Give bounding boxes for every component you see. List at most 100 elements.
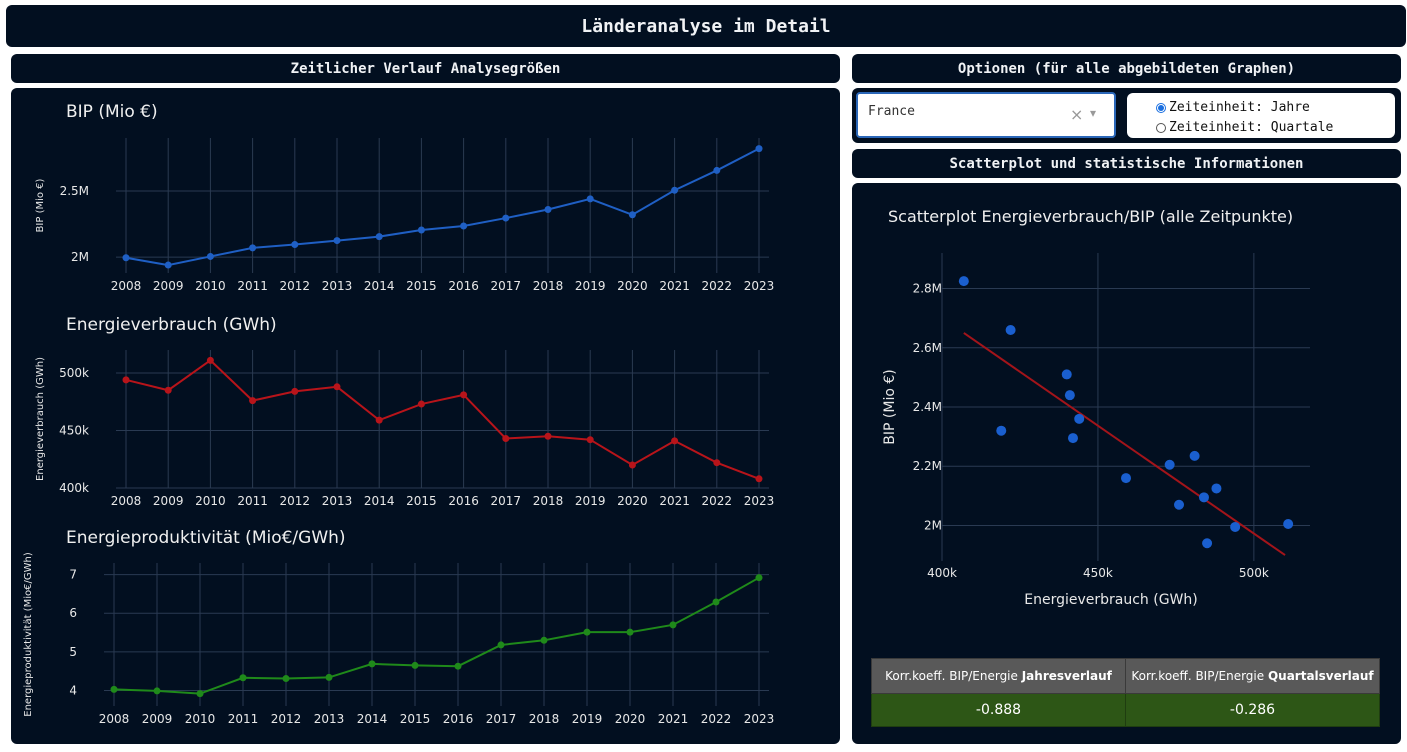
country-dropdown[interactable]: France × ▾ [856, 92, 1116, 138]
productivity-x-tick-label: 2019 [572, 712, 603, 726]
bip-x-tick-label: 2018 [533, 279, 564, 293]
scatter-x-tick-label: 450k [1083, 566, 1113, 580]
bip-x-tick-label: 2023 [744, 279, 775, 293]
productivity-data-point [583, 628, 591, 636]
energy-y-tick-label: 500k [59, 366, 89, 380]
bip-x-tick-label: 2016 [448, 279, 479, 293]
productivity-data-point [669, 621, 677, 629]
productivity-data-point [196, 690, 204, 698]
energy-data-point [713, 459, 721, 467]
scatter-chart-title: Scatterplot Energieverbrauch/BIP (alle Z… [888, 207, 1294, 226]
header-prefix: Korr.koeff. BIP/Energie [885, 669, 1022, 683]
table-row: -0.888 -0.286 [871, 693, 1380, 727]
bip-x-tick-label: 2012 [280, 279, 311, 293]
productivity-data-point [368, 660, 376, 668]
energy-x-tick-label: 2023 [744, 494, 775, 508]
radio-option-years[interactable]: Zeiteinheit: Jahre [1156, 100, 1310, 115]
productivity-data-point [497, 641, 505, 649]
bip-y-tick-label: 2.5M [60, 184, 89, 198]
table-header-quarterly: Korr.koeff. BIP/Energie Quartalsverlauf [1125, 658, 1380, 694]
energy-x-tick-label: 2012 [280, 494, 311, 508]
scatter-point [996, 425, 1007, 436]
bip-x-tick-label: 2017 [491, 279, 522, 293]
productivity-data-point [626, 628, 634, 636]
correlation-table: Korr.koeff. BIP/Energie Jahresverlauf Ko… [871, 658, 1380, 727]
bip-data-point [502, 214, 510, 222]
quarterly-correlation-value: -0.286 [1125, 693, 1380, 727]
scatter-x-tick-label: 500k [1239, 566, 1269, 580]
bip-data-point [291, 241, 299, 249]
scatter-point [1064, 390, 1075, 401]
energy-data-point [333, 383, 341, 391]
radio-button-years[interactable] [1156, 102, 1166, 113]
productivity-x-tick-label: 2023 [744, 712, 775, 726]
productivity-x-tick-label: 2018 [529, 712, 560, 726]
productivity-x-tick-label: 2017 [486, 712, 517, 726]
energy-x-tick-label: 2018 [533, 494, 564, 508]
time-series-panel: BIP (Mio €) Energieverbrauch (GWh) Energ… [11, 88, 840, 744]
productivity-x-tick-label: 2014 [357, 712, 388, 726]
energy-data-point [460, 391, 468, 399]
scatter-panel: Scatterplot Energieverbrauch/BIP (alle Z… [852, 183, 1401, 744]
productivity-x-tick-label: 2011 [228, 712, 259, 726]
productivity-data-point [282, 675, 290, 683]
energy-chart-title: Energieverbrauch (GWh) [66, 315, 277, 335]
productivity-data-point [540, 636, 548, 644]
productivity-y-tick-label: 4 [69, 684, 77, 698]
bip-data-point [628, 211, 636, 219]
scatter-x-axis-label: Energieverbrauch (GWh) [1024, 592, 1198, 608]
scatter-point [1189, 450, 1200, 461]
page-title: Länderanalyse im Detail [6, 5, 1406, 47]
table-header-annual: Korr.koeff. BIP/Energie Jahresverlauf [871, 658, 1126, 694]
country-dropdown-value: France [868, 104, 915, 119]
energy-x-tick-label: 2011 [237, 494, 268, 508]
energy-data-point [375, 416, 383, 424]
bip-x-tick-label: 2014 [364, 279, 395, 293]
chevron-down-icon[interactable]: ▾ [1090, 106, 1097, 120]
productivity-data-point [239, 674, 247, 682]
radio-label-quarters[interactable]: Zeiteinheit: Quartale [1169, 120, 1334, 135]
productivity-y-tick-label: 6 [69, 606, 77, 620]
scatter-point [1202, 538, 1213, 549]
clear-icon[interactable]: × [1070, 105, 1084, 124]
scatter-y-tick-label: 2.2M [913, 459, 942, 473]
radio-option-quarters[interactable]: Zeiteinheit: Quartale [1156, 120, 1333, 135]
scatter-x-tick-label: 400k [927, 566, 957, 580]
scatter-section-title: Scatterplot und statistische Information… [852, 149, 1401, 178]
scatter-point [1174, 499, 1185, 510]
radio-button-quarters[interactable] [1156, 122, 1166, 133]
scatter-y-tick-label: 2.8M [913, 282, 942, 296]
energy-data-point [755, 475, 763, 483]
scatter-y-axis-label: BIP (Mio €) [882, 369, 898, 444]
energy-y-axis-label: Energieverbrauch (GWh) [35, 357, 46, 481]
energy-data-point [164, 386, 172, 394]
scatter-y-tick-label: 2.4M [913, 400, 942, 414]
productivity-x-tick-label: 2009 [142, 712, 173, 726]
scatter-point [958, 276, 969, 287]
energy-x-tick-label: 2020 [617, 494, 648, 508]
energy-x-tick-label: 2022 [702, 494, 733, 508]
scatter-y-tick-label: 2.6M [913, 341, 942, 355]
energy-data-point [671, 437, 679, 445]
productivity-data-point [325, 673, 333, 681]
energy-x-tick-label: 2008 [111, 494, 142, 508]
energy-data-point [249, 397, 257, 405]
radio-label-years[interactable]: Zeiteinheit: Jahre [1169, 100, 1310, 115]
energy-x-tick-label: 2021 [659, 494, 690, 508]
scatter-point [1164, 459, 1175, 470]
bip-x-tick-label: 2013 [322, 279, 353, 293]
bip-data-point [417, 226, 425, 234]
energy-data-point [417, 400, 425, 408]
energy-x-tick-label: 2014 [364, 494, 395, 508]
productivity-y-tick-label: 5 [69, 645, 77, 659]
bip-data-point [755, 145, 763, 153]
bip-data-point [249, 244, 257, 252]
productivity-x-tick-label: 2015 [400, 712, 431, 726]
productivity-data-point [755, 574, 763, 582]
time-unit-radio-group: Zeiteinheit: Jahre Zeiteinheit: Quartale [1127, 93, 1395, 138]
productivity-data-point [411, 661, 419, 669]
productivity-x-tick-label: 2008 [99, 712, 130, 726]
productivity-y-axis-label: Energieproduktivität (Mio€/GWh) [23, 552, 34, 717]
productivity-data-point [454, 662, 462, 670]
energy-data-point [122, 376, 130, 384]
